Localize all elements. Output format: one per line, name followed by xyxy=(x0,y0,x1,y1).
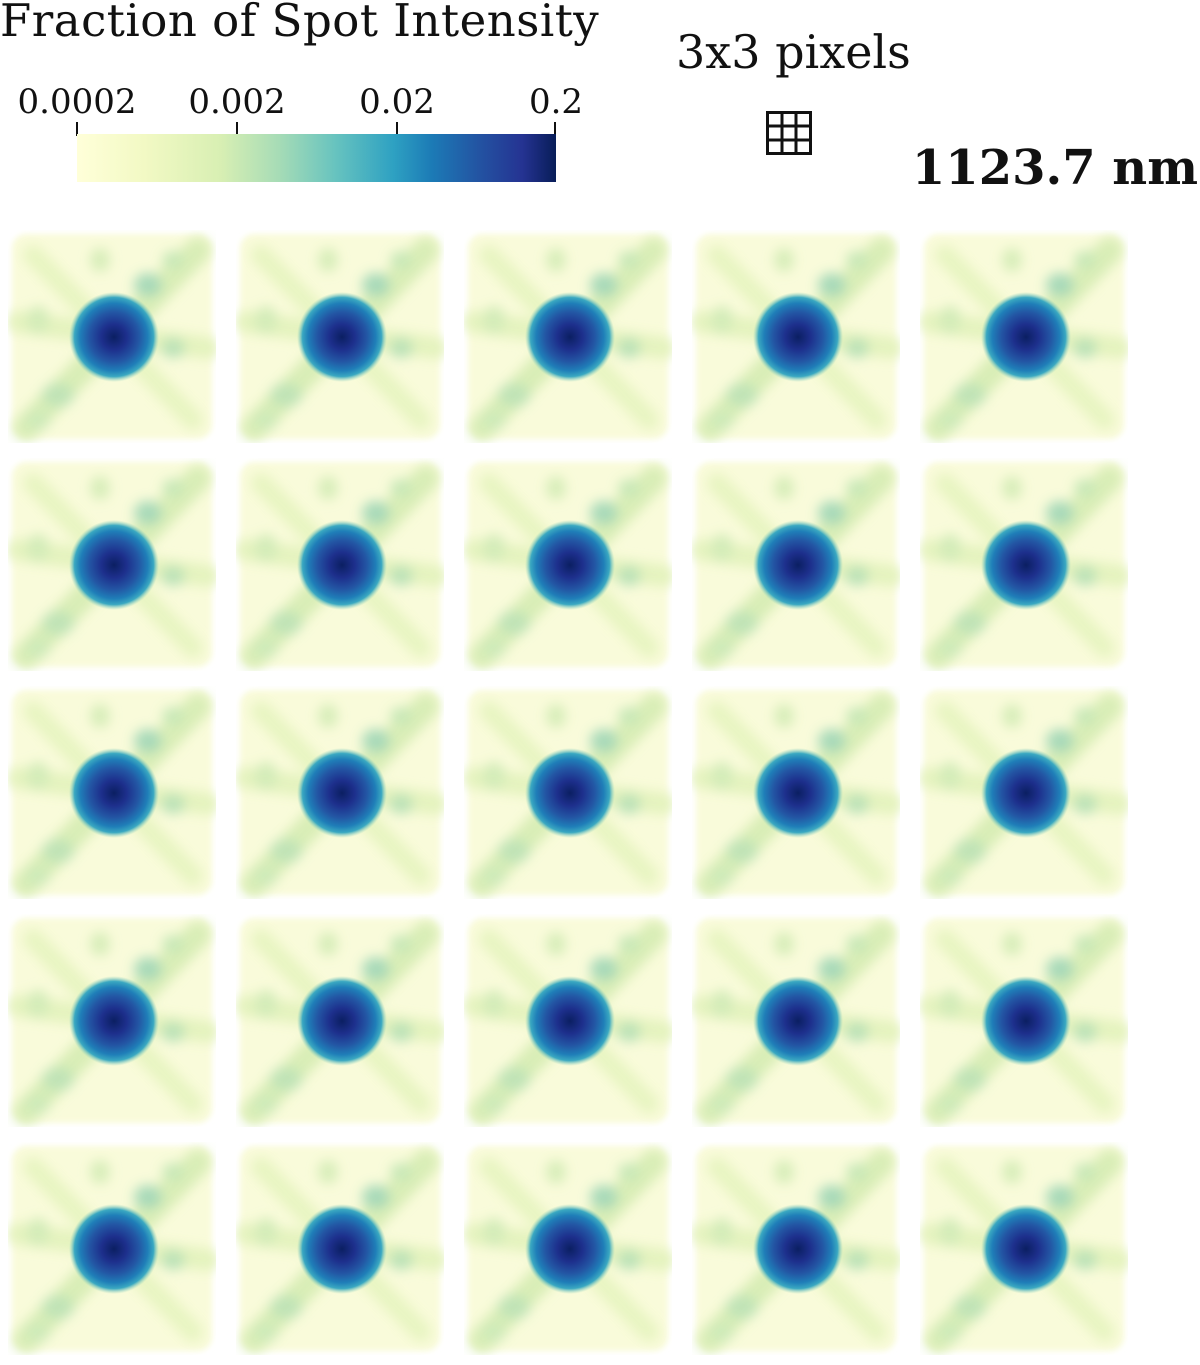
spot-intensity-tile xyxy=(464,690,672,897)
spot-intensity-tile xyxy=(920,918,1128,1125)
colorbar-title: Fraction of Spot Intensity xyxy=(0,0,600,47)
spot-intensity-tile xyxy=(692,690,900,897)
spot-intensity-tile xyxy=(464,462,672,669)
colorbar-tick-mark xyxy=(236,122,238,136)
scale-label: 1123.7 nm xyxy=(911,140,1198,196)
spot-intensity-tile xyxy=(920,462,1128,669)
colorbar-tick-label: 0.002 xyxy=(188,82,286,122)
spot-intensity-tile xyxy=(8,690,216,897)
spot-intensity-tile xyxy=(692,1146,900,1353)
colorbar-tick-label: 0.02 xyxy=(359,82,435,122)
spot-intensity-grid xyxy=(0,225,1140,1365)
spot-intensity-tile xyxy=(692,918,900,1125)
spot-intensity-tile xyxy=(236,1146,444,1353)
colorbar-tick-mark xyxy=(76,122,78,136)
colorbar-tick-label: 0.0002 xyxy=(17,82,137,122)
spot-intensity-tile xyxy=(464,234,672,441)
spot-intensity-tile xyxy=(692,462,900,669)
spot-intensity-tile xyxy=(8,918,216,1125)
spot-intensity-tile xyxy=(8,462,216,669)
spot-intensity-tile xyxy=(236,234,444,441)
pixel-legend-label: 3x3 pixels xyxy=(676,25,911,79)
spot-intensity-tile xyxy=(464,1146,672,1353)
grid-3x3-icon xyxy=(766,111,812,155)
spot-intensity-tile xyxy=(692,234,900,441)
spot-intensity-tile xyxy=(8,234,216,441)
spot-intensity-tile xyxy=(236,918,444,1125)
spot-intensity-tile xyxy=(236,690,444,897)
spot-intensity-tile xyxy=(920,234,1128,441)
colorbar-gradient xyxy=(77,134,556,182)
spot-intensity-tile xyxy=(464,918,672,1125)
spot-intensity-tile xyxy=(920,690,1128,897)
colorbar-tick-mark xyxy=(554,122,556,136)
colorbar-tick-label: 0.2 xyxy=(528,82,584,122)
figure-header: Fraction of Spot Intensity 0.0002 0.002 … xyxy=(0,0,1200,210)
spot-intensity-tile xyxy=(920,1146,1128,1353)
spot-intensity-tile xyxy=(236,462,444,669)
spot-intensity-tile xyxy=(8,1146,216,1353)
colorbar-tick-mark xyxy=(396,122,398,136)
